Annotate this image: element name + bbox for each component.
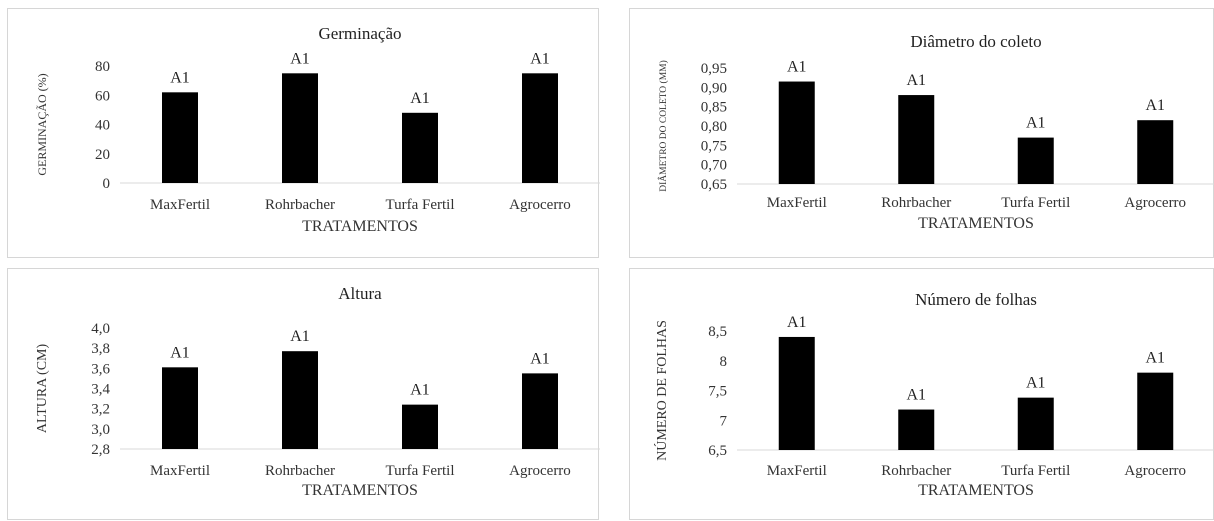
y-tick-label: 0,75 <box>701 138 727 154</box>
category-label: Turfa Fertil <box>385 197 454 213</box>
y-tick-label: 8,5 <box>708 324 727 340</box>
altura-chart: Altura 2,8 3,0 3,2 3,4 3,6 3,8 4,0 ALTURA (CM) A1… <box>35 284 600 499</box>
category-label: Turfa Fertil <box>1001 463 1070 479</box>
category-label: Turfa Fertil <box>1001 195 1070 211</box>
x-axis-label: TRATAMENTOS <box>918 482 1034 499</box>
bar <box>522 73 558 183</box>
category-label: Rohrbacher <box>265 197 335 213</box>
y-axis-label: ALTURA (CM) <box>35 344 50 434</box>
category-label: Rohrbacher <box>265 463 335 479</box>
x-axis-label: TRATAMENTOS <box>302 218 418 235</box>
chart-panel-altura: Altura 2,8 3,0 3,2 3,4 3,6 3,8 4,0 ALTURA (CM) A1… <box>7 268 600 520</box>
data-label: A1 <box>1026 115 1046 132</box>
data-label: A1 <box>787 314 807 331</box>
y-tick-label: 40 <box>95 118 110 134</box>
y-tick-label: 0,80 <box>701 119 727 135</box>
data-label: A1 <box>410 90 430 107</box>
data-label: A1 <box>170 344 190 361</box>
chart-panel-folhas: Número de folhas 6,5 7 7,5 8 8,5 NÚMERO DE FOL… <box>629 268 1214 520</box>
data-label: A1 <box>1145 97 1165 114</box>
category-label: MaxFertil <box>767 463 827 479</box>
bar <box>162 367 198 449</box>
chart-panel-diametro: Diâmetro do coleto 0,65 0,70 0,75 0,80 0,85 0,… <box>629 8 1214 258</box>
y-tick-label: 0,70 <box>701 158 727 174</box>
data-label: A1 <box>410 382 430 399</box>
bar <box>1137 372 1174 450</box>
y-axis-label: DIÂMETRO DO COLETO (MM) <box>657 60 669 192</box>
germinacao-chart: Germinação 0 20 40 60 80 GERMINAÇÃO (%) A1 MaxFe… <box>35 24 600 235</box>
category-label: Agrocerro <box>1124 463 1186 479</box>
data-label: A1 <box>530 50 550 67</box>
y-tick-label: 7,5 <box>708 384 727 400</box>
y-tick-label: 3,2 <box>91 402 110 418</box>
category-label: Agrocerro <box>509 197 571 213</box>
category-label: Agrocerro <box>1124 195 1186 211</box>
bar <box>1137 120 1174 184</box>
category-label: MaxFertil <box>150 197 210 213</box>
chart-title: Diâmetro do coleto <box>910 32 1041 51</box>
y-tick-label: 3,8 <box>91 341 110 357</box>
data-label: A1 <box>787 59 807 76</box>
y-tick-label: 3,6 <box>91 361 110 377</box>
y-tick-label: 4,0 <box>91 321 110 337</box>
data-label: A1 <box>906 387 926 404</box>
bar <box>282 351 318 449</box>
x-axis-label: TRATAMENTOS <box>918 215 1034 232</box>
data-label: A1 <box>290 50 310 67</box>
bar <box>402 112 438 183</box>
chart-panel-germinacao: Germinação 0 20 40 60 80 GERMINAÇÃO (%) A1 MaxFe… <box>7 8 600 258</box>
y-axis-label: NÚMERO DE FOLHAS <box>653 320 670 461</box>
chart-title: Altura <box>338 284 382 303</box>
category-label: Rohrbacher <box>881 195 951 211</box>
y-tick-label: 6,5 <box>708 443 727 459</box>
bar <box>778 336 815 450</box>
data-label: A1 <box>1145 350 1165 367</box>
bar <box>898 409 935 450</box>
y-tick-label: 20 <box>95 147 110 163</box>
data-label: A1 <box>1026 375 1046 392</box>
category-label: Agrocerro <box>509 463 571 479</box>
bar <box>898 95 935 184</box>
bar <box>522 373 558 449</box>
y-tick-label: 3,4 <box>91 382 110 398</box>
category-label: Turfa Fertil <box>385 463 454 479</box>
y-tick-label: 60 <box>95 88 110 104</box>
data-label: A1 <box>906 72 926 89</box>
y-tick-label: 8 <box>720 354 728 370</box>
y-tick-label: 0,85 <box>701 100 727 116</box>
bar <box>402 404 438 449</box>
x-axis-label: TRATAMENTOS <box>302 482 418 499</box>
bar <box>282 73 318 183</box>
chart-title: Germinação <box>318 24 401 43</box>
bar <box>162 92 198 183</box>
category-label: Rohrbacher <box>881 463 951 479</box>
chart-title: Número de folhas <box>915 290 1037 309</box>
y-tick-label: 80 <box>95 59 110 75</box>
bar <box>778 81 815 184</box>
folhas-chart: Número de folhas 6,5 7 7,5 8 8,5 NÚMERO DE FOL… <box>653 290 1214 499</box>
y-tick-label: 0,95 <box>701 61 727 77</box>
data-label: A1 <box>530 350 550 367</box>
data-label: A1 <box>170 69 190 86</box>
y-axis-label: GERMINAÇÃO (%) <box>35 73 49 175</box>
data-label: A1 <box>290 328 310 345</box>
bar <box>1017 397 1054 450</box>
bar <box>1017 137 1054 184</box>
y-tick-label: 0,65 <box>701 177 727 193</box>
category-label: MaxFertil <box>767 195 827 211</box>
category-label: MaxFertil <box>150 463 210 479</box>
y-tick-label: 7 <box>720 413 728 429</box>
diametro-chart: Diâmetro do coleto 0,65 0,70 0,75 0,80 0,85 0,… <box>657 32 1214 232</box>
y-tick-label: 3,0 <box>91 422 110 438</box>
y-tick-label: 0 <box>103 176 111 192</box>
y-tick-label: 2,8 <box>91 442 110 458</box>
y-tick-label: 0,90 <box>701 80 727 96</box>
